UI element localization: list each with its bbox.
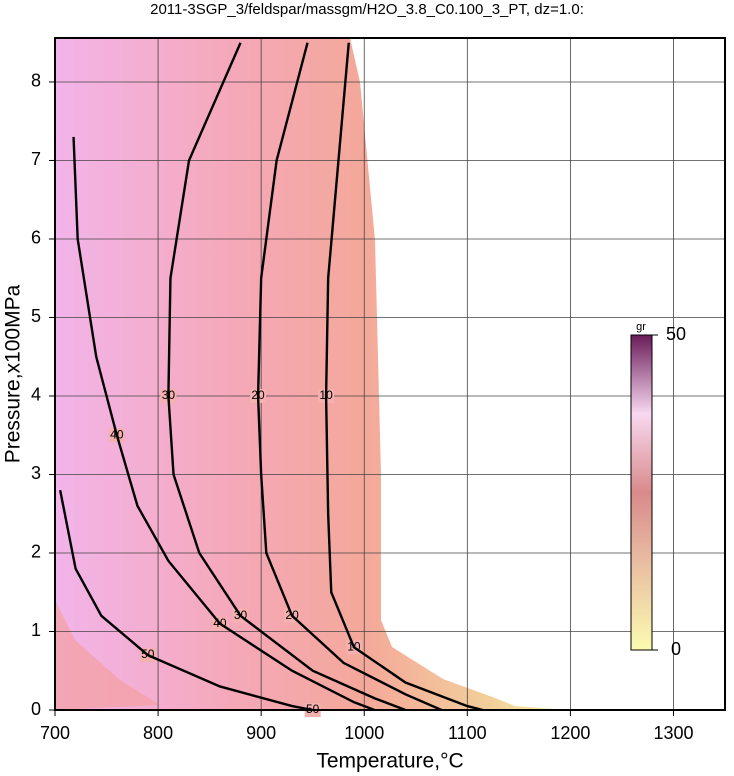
y-tick-label: 0 (31, 699, 41, 719)
colorbar (630, 334, 653, 651)
x-tick-label: 900 (246, 723, 276, 743)
contour-line (72, 136, 375, 712)
x-tick-label: 800 (143, 723, 173, 743)
x-tick-label: 1000 (344, 723, 384, 743)
y-tick-label: 6 (31, 228, 41, 248)
colorbar-label: gr (636, 321, 646, 333)
x-tick-label: 1300 (653, 723, 693, 743)
x-tick-label: 1100 (448, 723, 487, 743)
y-tick-label: 5 (31, 306, 41, 326)
field-fill (55, 38, 570, 710)
chart-title: 2011-3SGP_3/feldspar/massgm/H2O_3.8_C0.1… (150, 1, 584, 18)
x-tick-label: 700 (40, 723, 70, 743)
y-tick-label: 1 (31, 620, 41, 640)
y-tick-label: 4 (31, 385, 41, 405)
contour-line (256, 42, 443, 712)
y-tick-label: 2 (31, 542, 41, 562)
plot-frame (54, 37, 726, 711)
field-fill-low (55, 600, 160, 710)
colorbar-tick-label: 50 (666, 324, 686, 344)
y-tick-label: 3 (31, 463, 41, 483)
contour-line (324, 42, 484, 712)
contour-line (167, 42, 406, 712)
x-axis-label: Temperature,°C (316, 750, 463, 773)
y-tick-label: 8 (31, 71, 41, 91)
contour-line (58, 489, 313, 712)
y-tick-label: 7 (31, 149, 41, 169)
colorbar-tick-label: 0 (671, 639, 681, 659)
x-tick-label: 1200 (550, 723, 590, 743)
y-axis-label: Pressure,x100MPa (2, 284, 25, 463)
